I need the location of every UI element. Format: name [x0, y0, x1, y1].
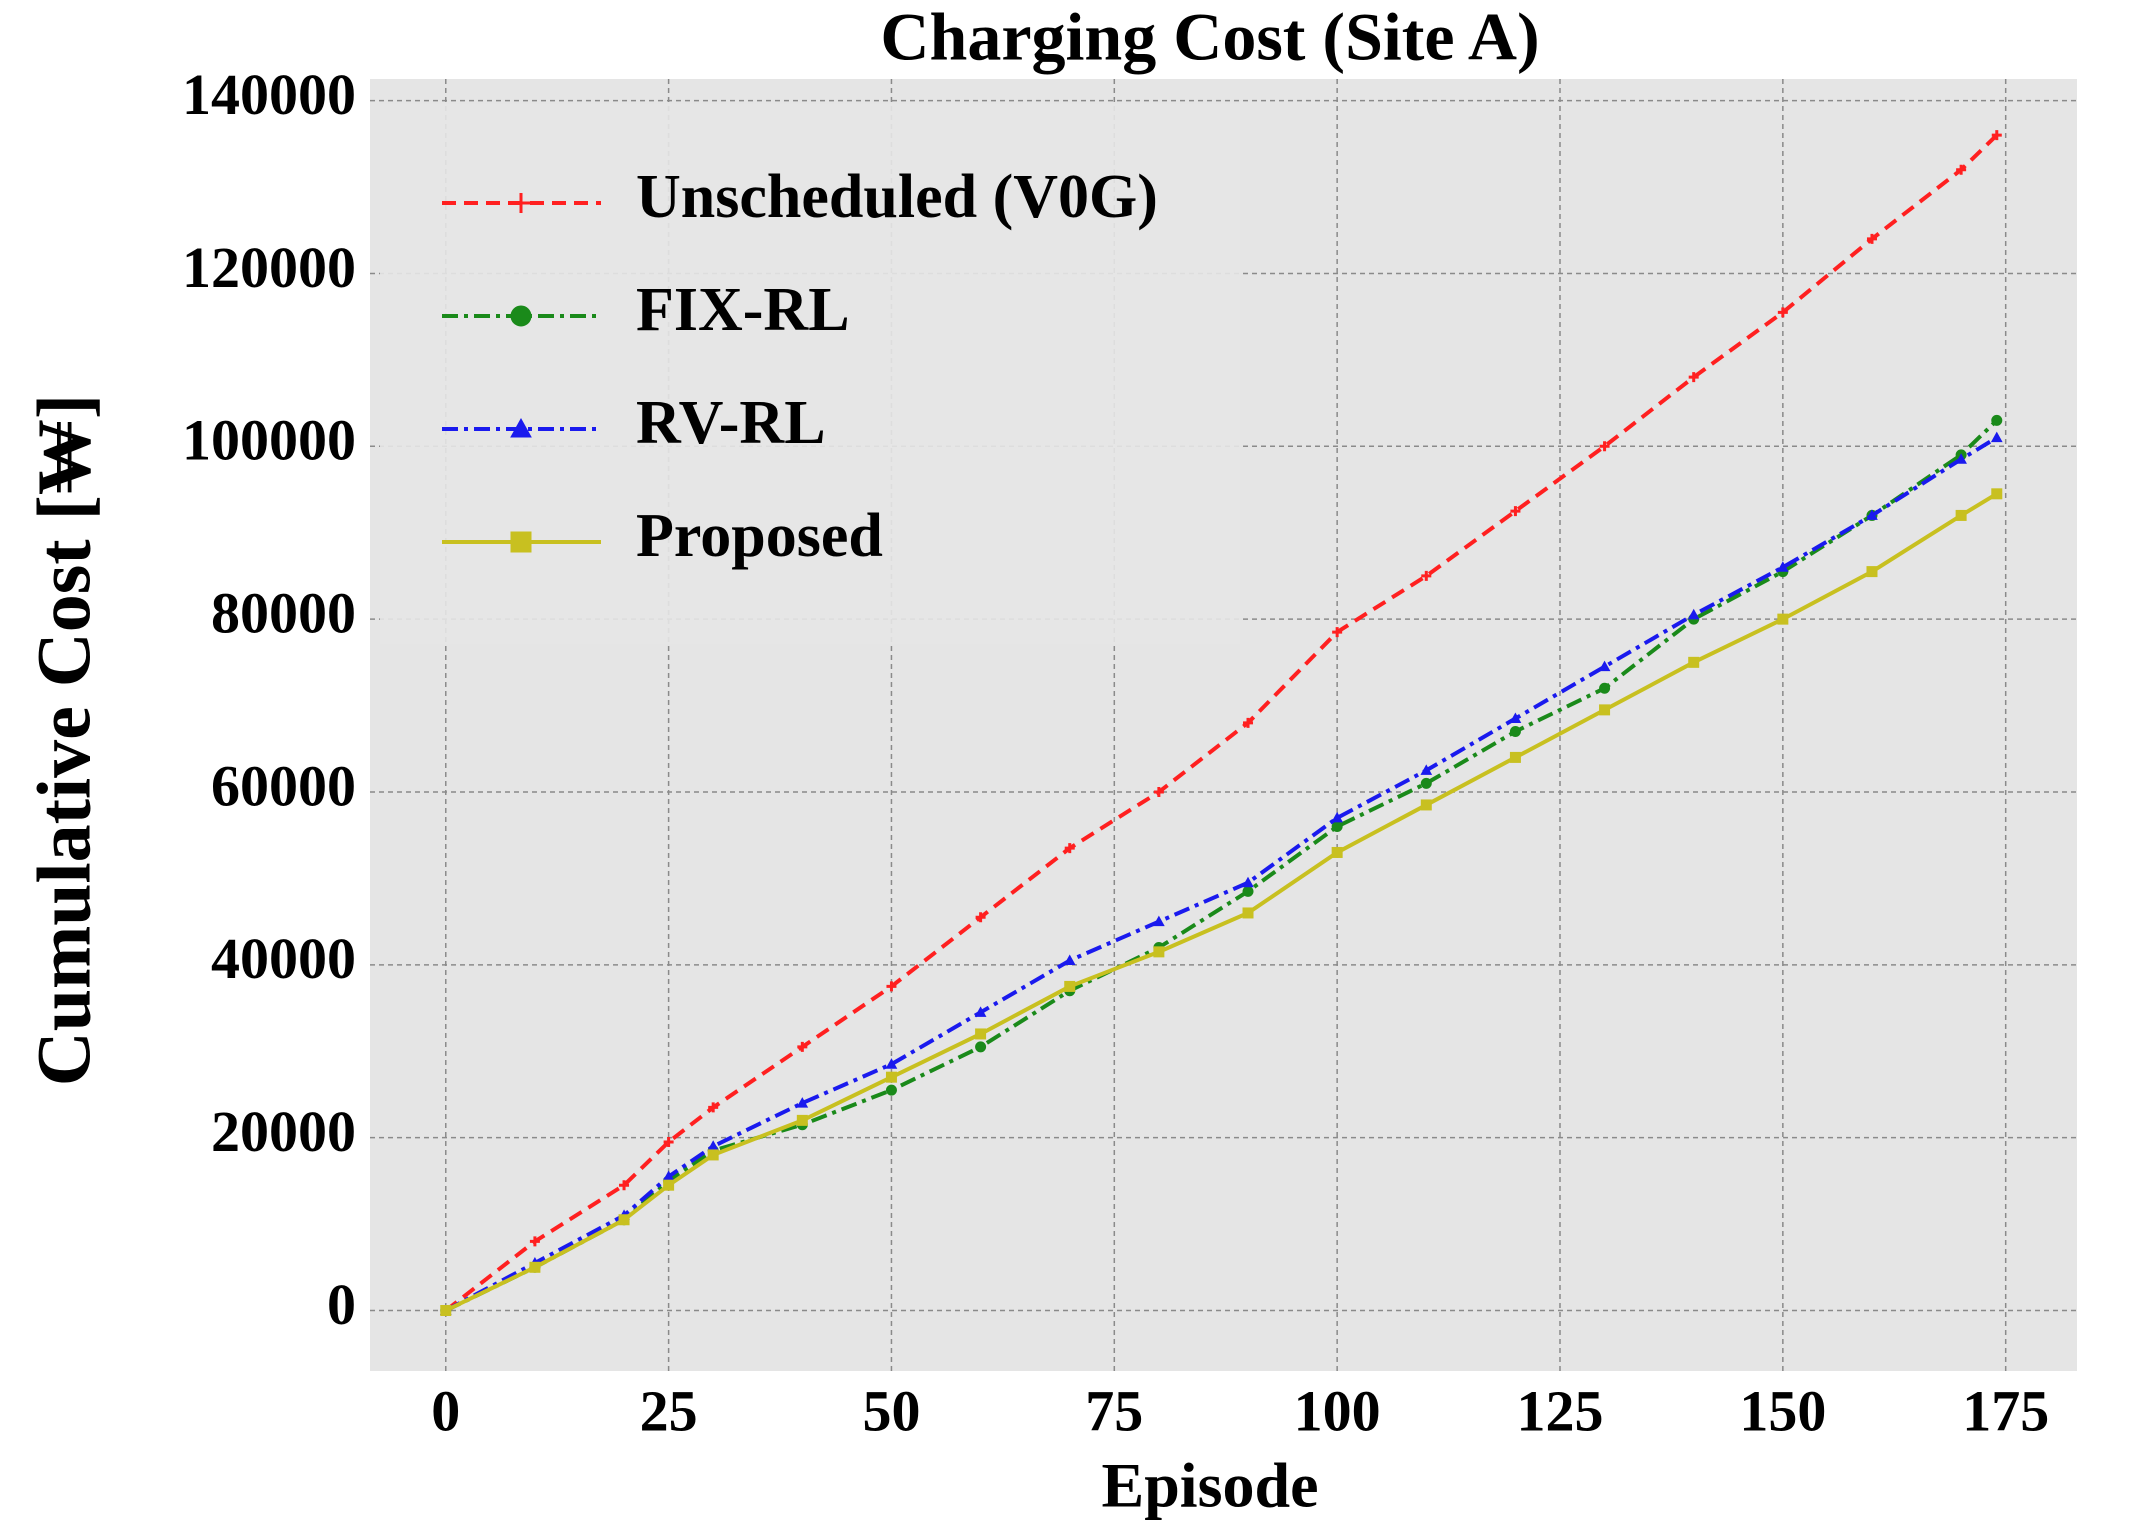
data-point — [1687, 608, 1700, 620]
y-tick-label: 40000 — [211, 926, 356, 991]
data-point — [1332, 627, 1343, 638]
data-point — [1421, 570, 1432, 581]
data-point — [1153, 786, 1164, 797]
x-tick-label: 125 — [1516, 1378, 1603, 1443]
y-tick-label: 80000 — [211, 580, 356, 645]
series-line — [444, 133, 1999, 1313]
series-line — [444, 492, 1998, 1313]
data-point — [1990, 431, 2003, 443]
data-point — [1153, 946, 1165, 958]
x-axis-label: Episode — [1102, 1450, 1319, 1521]
data-point — [1509, 725, 1521, 737]
data-point — [885, 1058, 898, 1069]
data-point — [975, 1028, 987, 1040]
data-point — [1991, 488, 2003, 500]
legend-box — [380, 104, 1240, 644]
data-point — [885, 1071, 897, 1083]
legend: Unscheduled (V0G) FIX-RL RV-RL Proposed — [380, 104, 1240, 644]
data-point — [885, 1084, 897, 1096]
legend-label: Unscheduled (V0G) — [636, 163, 1158, 231]
y-tick-label: 60000 — [211, 753, 356, 818]
y-tick-label: 0 — [327, 1272, 356, 1337]
data-point — [1955, 453, 1967, 464]
data-point — [1955, 509, 1967, 521]
data-point — [1777, 613, 1789, 625]
data-point — [1866, 566, 1878, 578]
series-line — [444, 435, 1998, 1313]
legend-marker — [510, 305, 532, 327]
data-point — [1991, 130, 2002, 141]
chart-title: Charging Cost (Site A) — [880, 0, 1539, 75]
data-point — [707, 1149, 719, 1161]
data-point — [1420, 777, 1432, 789]
data-point — [619, 1180, 630, 1191]
legend-marker — [511, 193, 531, 213]
data-point — [1509, 712, 1522, 724]
data-point — [1688, 372, 1699, 383]
data-point — [1776, 561, 1789, 572]
data-point — [1420, 799, 1432, 811]
data-point — [1510, 506, 1521, 517]
data-point — [1242, 885, 1254, 897]
data-point — [796, 1097, 809, 1108]
data-point — [529, 1261, 541, 1273]
legend-label: RV-RL — [636, 389, 826, 457]
data-point — [1599, 682, 1611, 694]
data-point — [1331, 811, 1344, 823]
x-tick-label: 25 — [640, 1378, 698, 1443]
data-point — [797, 1041, 808, 1052]
data-point — [1688, 656, 1700, 668]
data-point — [663, 1136, 674, 1147]
data-point — [796, 1114, 808, 1126]
data-point — [975, 1041, 987, 1053]
data-point — [1064, 843, 1075, 854]
x-tick-label: 50 — [862, 1378, 920, 1443]
data-point — [1866, 509, 1878, 520]
data-point — [529, 1236, 540, 1247]
data-point — [1243, 717, 1254, 728]
data-point — [1777, 307, 1788, 318]
y-tick-label: 120000 — [182, 235, 356, 300]
data-point — [974, 1006, 987, 1017]
y-tick-label: 140000 — [182, 62, 356, 127]
data-point — [1242, 907, 1254, 919]
data-point — [663, 1179, 675, 1191]
y-tick-label: 100000 — [182, 408, 356, 473]
legend-marker — [510, 531, 532, 553]
data-point — [1064, 980, 1076, 992]
x-tick-label: 150 — [1739, 1378, 1826, 1443]
data-point — [618, 1214, 630, 1226]
data-point — [1599, 704, 1611, 716]
data-point — [1599, 441, 1610, 452]
y-axis-label: Cumulative Cost [₩] — [22, 394, 106, 1086]
data-point — [1598, 660, 1611, 672]
series-line — [444, 418, 1999, 1313]
data-point — [1991, 414, 2003, 426]
x-tick-label: 0 — [431, 1378, 460, 1443]
legend-label: FIX-RL — [636, 276, 850, 344]
x-tick-label: 75 — [1085, 1378, 1143, 1443]
data-point — [886, 981, 897, 992]
data-point — [1956, 164, 1967, 175]
x-tick-label: 100 — [1294, 1378, 1381, 1443]
data-point — [1063, 954, 1076, 965]
data-point — [1331, 821, 1343, 833]
data-point — [1866, 233, 1877, 244]
data-point — [1153, 915, 1165, 927]
data-point — [440, 1305, 452, 1317]
x-tick-label: 175 — [1962, 1378, 2049, 1443]
y-tick-label: 20000 — [211, 1099, 356, 1164]
data-point — [1420, 764, 1433, 775]
data-point — [975, 912, 986, 923]
legend-marker — [510, 417, 532, 438]
data-point — [1331, 846, 1343, 858]
legend-label: Proposed — [636, 502, 883, 570]
data-point — [708, 1102, 719, 1113]
data-point — [1242, 876, 1254, 888]
data-point — [1509, 751, 1521, 763]
